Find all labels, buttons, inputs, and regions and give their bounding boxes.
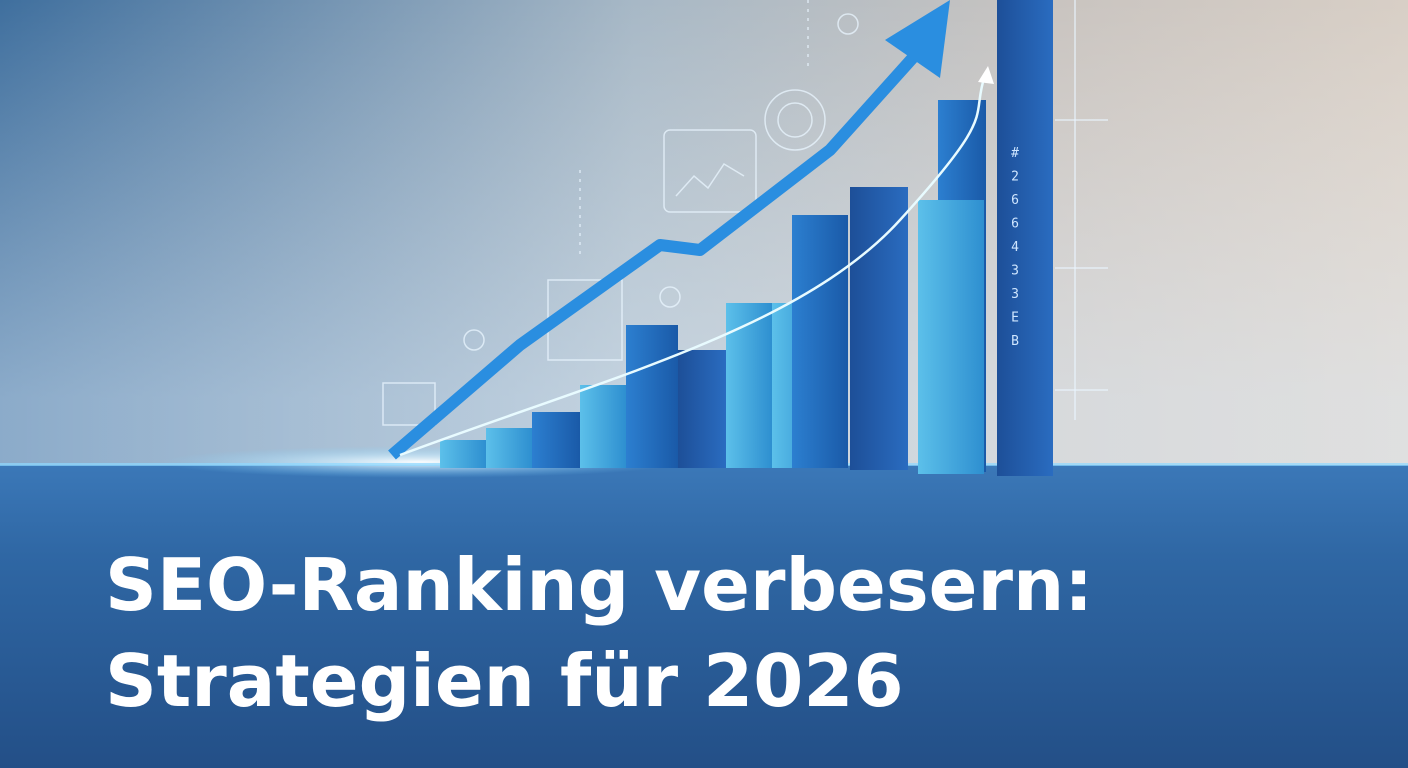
- bar: [918, 200, 984, 474]
- title-line: SEO-Ranking verbesern:: [105, 543, 1093, 627]
- sidebar-glyphs: #2 6 6 4 3 3 EB: [1011, 146, 1019, 349]
- title-line: Strategien für 2026: [105, 639, 904, 723]
- target-icon-inner: [777, 102, 813, 138]
- sidebar-glyph: 4: [1011, 240, 1019, 255]
- bar: [792, 215, 848, 468]
- bar: [726, 303, 772, 468]
- hud-decoration: [382, 0, 1108, 426]
- bar: [532, 412, 580, 468]
- floor: [0, 465, 1408, 768]
- sidebar-glyph: #: [1011, 146, 1019, 161]
- sidebar-glyph: 6: [1011, 217, 1019, 232]
- glow-curve-head: [978, 66, 994, 84]
- bar-group: [440, 0, 1053, 476]
- target-icon: [764, 89, 826, 151]
- arrow-head: [885, 0, 950, 78]
- bar: [440, 440, 486, 468]
- sidebar-glyph: 2: [1011, 170, 1019, 185]
- sidebar-glyph: 3: [1011, 287, 1019, 302]
- gear-icon: [463, 329, 485, 351]
- chart-icon: [663, 129, 757, 213]
- arrow-shaft: [388, 47, 923, 460]
- bar: [486, 428, 532, 468]
- bar: [580, 385, 626, 468]
- sidebar-glyph: B: [1011, 334, 1019, 349]
- sidebar-glyph: E: [1011, 311, 1019, 326]
- ring-icon: [659, 286, 681, 308]
- ring-icon: [837, 13, 859, 35]
- sidebar-glyph: 6: [1011, 193, 1019, 208]
- bar: [997, 0, 1053, 476]
- bar: [678, 350, 726, 468]
- bar: [626, 325, 678, 468]
- bar: [850, 187, 908, 470]
- trend-arrow: [388, 0, 994, 460]
- sidebar-glyph: 3: [1011, 264, 1019, 279]
- panel-icon: [382, 382, 436, 426]
- glow-curve: [399, 74, 987, 457]
- chart-icon-line: [675, 162, 745, 197]
